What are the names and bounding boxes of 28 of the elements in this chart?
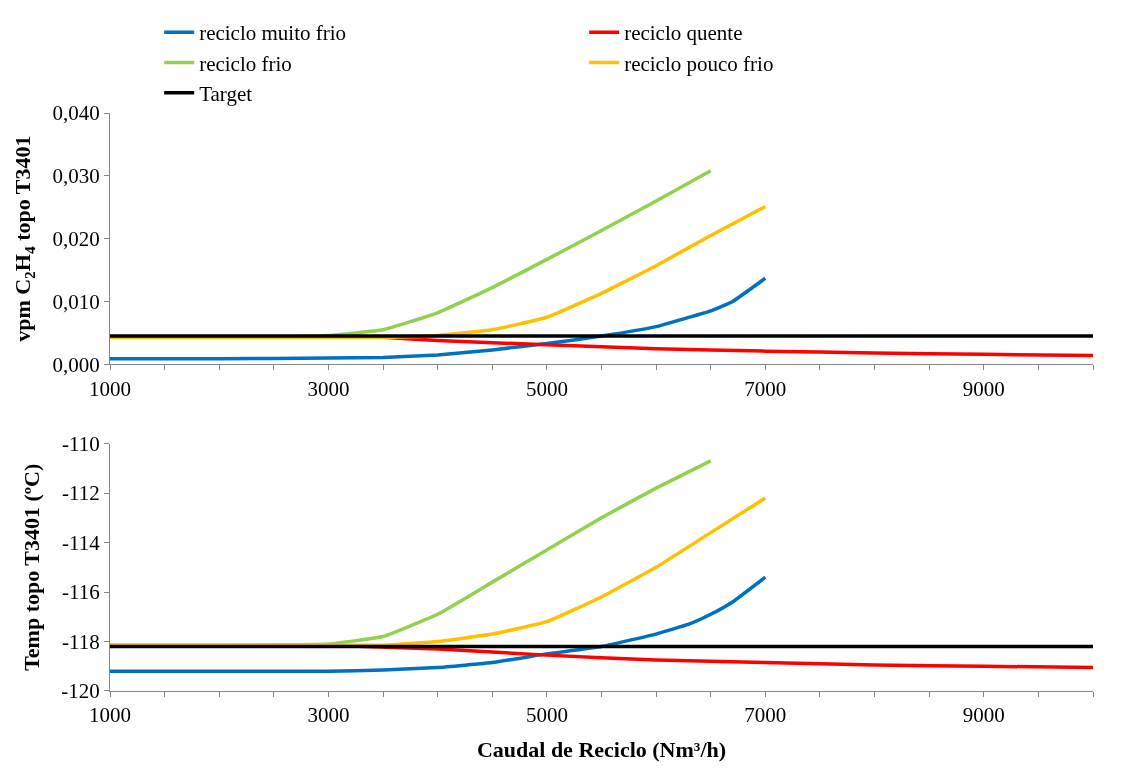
y-tick-label: -118 — [62, 629, 100, 654]
y-tick-label: 0,030 — [52, 164, 100, 189]
x-tick-label: 1000 — [89, 376, 131, 401]
x-tick-label: 9000 — [962, 703, 1005, 728]
x-tick-label: 3000 — [307, 703, 350, 728]
x-tick-label: 1000 — [89, 703, 131, 728]
y-axis-title: Temp topo T3401 (ºC) — [19, 463, 45, 671]
y-tick-label: -110 — [62, 431, 100, 456]
y-tick-label: 0,010 — [52, 289, 100, 314]
y-tick-label: 0,040 — [52, 101, 100, 126]
x-tick-label: 9000 — [962, 376, 1005, 401]
x-tick-label: 5000 — [525, 376, 568, 401]
y-tick-label: -112 — [62, 481, 100, 506]
x-axis-title: Caudal de Reciclo (Nm³/h) — [476, 737, 727, 763]
y-tick-label: 0,000 — [52, 352, 100, 377]
x-tick-label: 7000 — [744, 376, 787, 401]
x-tick-label: 5000 — [525, 703, 568, 728]
legend-label: Target — [199, 81, 253, 106]
x-tick-label: 3000 — [307, 376, 350, 401]
legend-label: reciclo quente — [624, 21, 743, 46]
legend-label: reciclo muito frio — [199, 21, 347, 46]
legend-label: reciclo frio — [199, 51, 292, 76]
y-tick-label: -116 — [62, 580, 100, 605]
legend-label: reciclo pouco frio — [624, 51, 774, 76]
y-tick-label: -114 — [62, 530, 101, 555]
y-tick-label: -120 — [61, 679, 100, 704]
x-tick-label: 7000 — [744, 703, 787, 728]
y-tick-label: 0,020 — [52, 227, 100, 252]
